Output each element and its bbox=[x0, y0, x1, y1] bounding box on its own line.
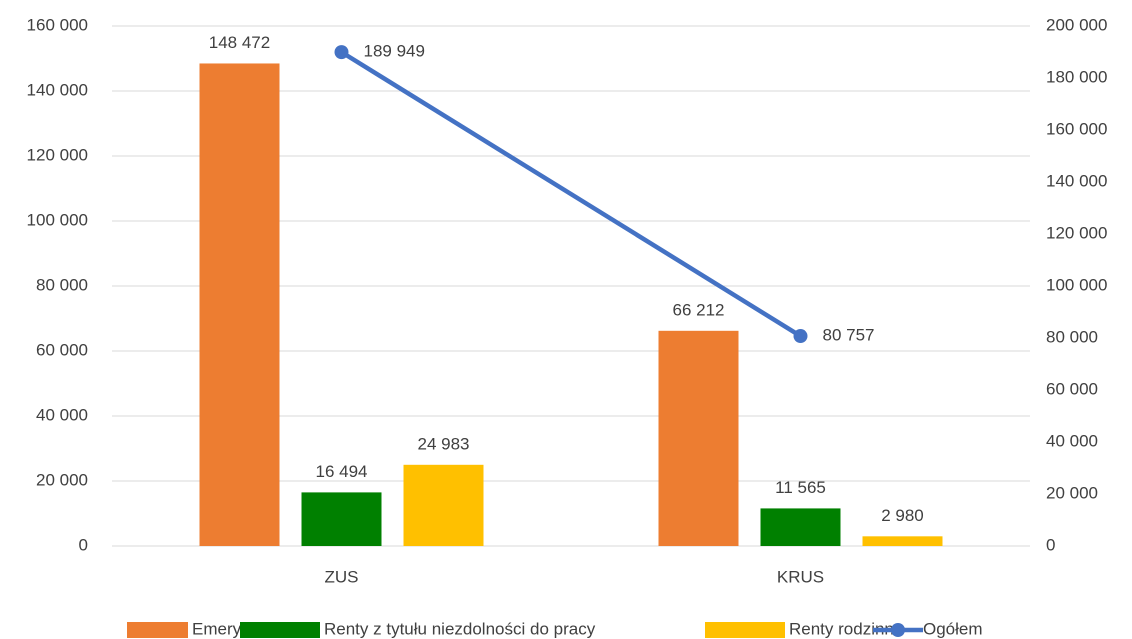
data-label: 66 212 bbox=[673, 300, 725, 319]
y-tick-label: 120 000 bbox=[27, 145, 88, 164]
bar bbox=[403, 464, 484, 546]
line-marker bbox=[793, 329, 808, 344]
y-tick-label: 40 000 bbox=[36, 405, 88, 424]
x-tick-label: ZUS bbox=[325, 567, 359, 586]
legend-label: Renty rodzinne bbox=[789, 619, 903, 638]
line bbox=[340, 50, 802, 338]
legend-swatch bbox=[127, 622, 188, 638]
y-tick-label: 140 000 bbox=[27, 80, 88, 99]
data-label: 80 757 bbox=[823, 326, 875, 345]
bar bbox=[301, 492, 382, 546]
y2-tick-label: 80 000 bbox=[1046, 327, 1098, 346]
bar bbox=[862, 536, 943, 546]
data-label: 189 949 bbox=[364, 42, 425, 61]
data-label: 16 494 bbox=[316, 462, 368, 481]
y-tick-label: 80 000 bbox=[36, 275, 88, 294]
x-tick-label: KRUS bbox=[777, 567, 824, 586]
y-tick-label: 100 000 bbox=[27, 210, 88, 229]
y2-tick-label: 0 bbox=[1046, 535, 1055, 554]
legend-swatch bbox=[891, 623, 905, 637]
legend-swatch bbox=[240, 622, 320, 638]
y-tick-label: 60 000 bbox=[36, 340, 88, 359]
legend-label: Renty z tytułu niezdolności do pracy bbox=[324, 619, 596, 638]
line-marker bbox=[334, 45, 349, 60]
y2-tick-label: 20 000 bbox=[1046, 483, 1098, 502]
y2-tick-label: 200 000 bbox=[1046, 15, 1107, 34]
y-tick-label: 0 bbox=[79, 535, 88, 554]
data-label: 11 565 bbox=[775, 478, 826, 497]
legend-label: Ogółem bbox=[923, 619, 983, 638]
y2-tick-label: 180 000 bbox=[1046, 67, 1107, 86]
data-label: 2 980 bbox=[881, 506, 924, 525]
legend-swatch bbox=[705, 622, 785, 638]
y2-tick-label: 120 000 bbox=[1046, 223, 1107, 242]
y2-tick-label: 160 000 bbox=[1046, 119, 1107, 138]
bar bbox=[658, 330, 739, 546]
y2-tick-label: 40 000 bbox=[1046, 431, 1098, 450]
data-label: 24 983 bbox=[418, 434, 470, 453]
bar bbox=[199, 63, 280, 546]
bar bbox=[760, 508, 841, 546]
y2-tick-label: 100 000 bbox=[1046, 275, 1107, 294]
y2-tick-label: 60 000 bbox=[1046, 379, 1098, 398]
y2-tick-label: 140 000 bbox=[1046, 171, 1107, 190]
y-tick-label: 160 000 bbox=[27, 15, 88, 34]
y-tick-label: 20 000 bbox=[36, 470, 88, 489]
data-label: 148 472 bbox=[209, 33, 270, 52]
